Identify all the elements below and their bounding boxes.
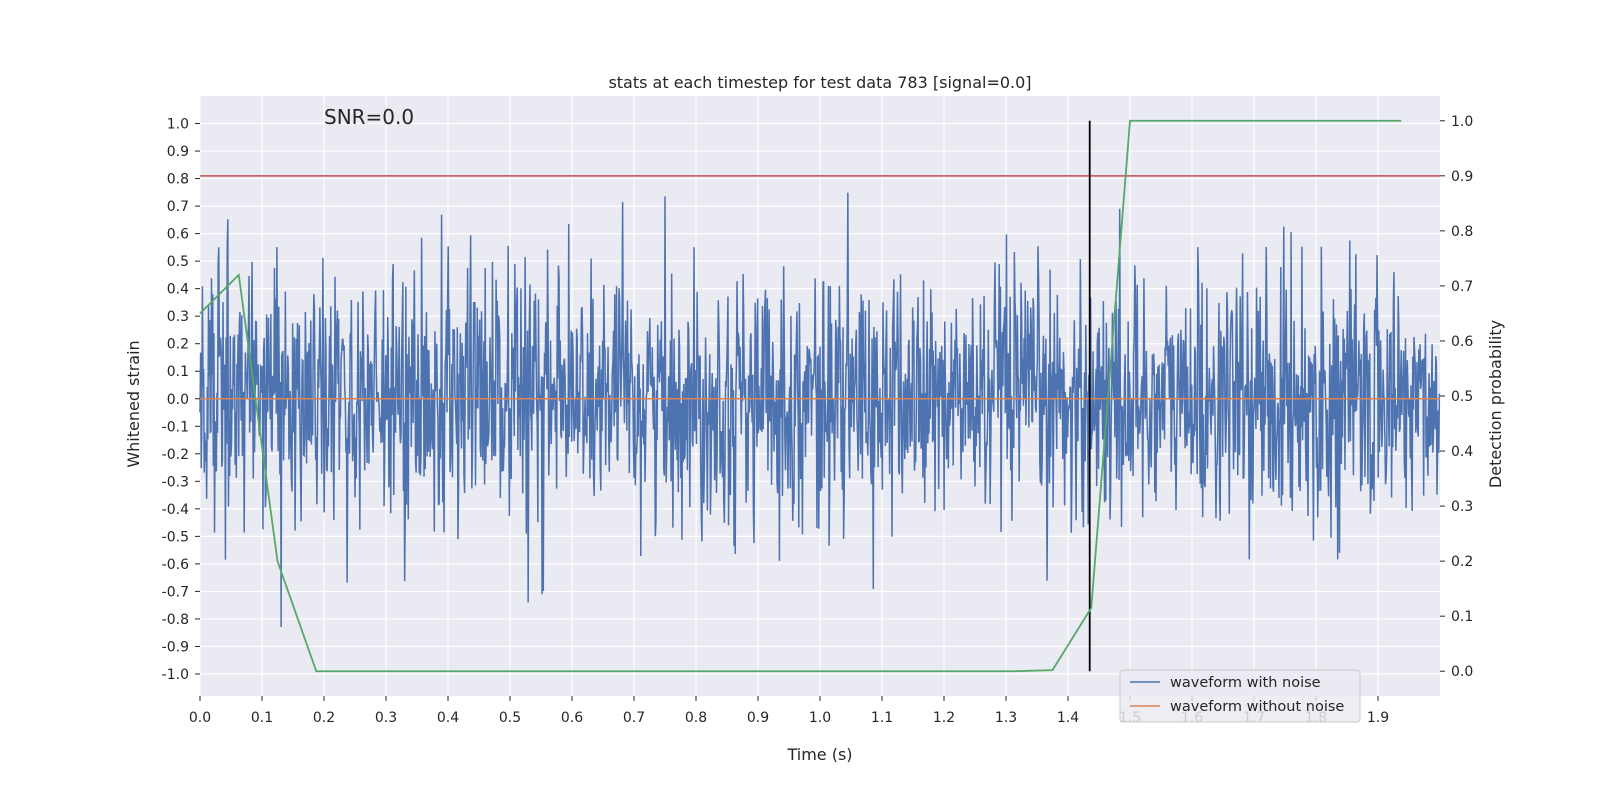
x-tick-label: 0.7 xyxy=(623,710,645,726)
x-tick-label: 0.6 xyxy=(561,710,583,726)
y-tick-label-right: 0.3 xyxy=(1451,499,1473,515)
y-tick-label-left: 0.8 xyxy=(167,172,189,188)
legend-label-noise: waveform with noise xyxy=(1170,675,1321,691)
x-tick-label: 0.4 xyxy=(437,710,459,726)
y-tick-label-left: 0.2 xyxy=(167,337,189,353)
x-tick-label: 1.0 xyxy=(809,710,831,726)
y-tick-label-right: 0.7 xyxy=(1451,279,1473,295)
y-tick-label-left: 0.9 xyxy=(167,144,189,160)
x-tick-label: 0.2 xyxy=(313,710,335,726)
y-tick-label-left: 0.6 xyxy=(167,227,189,243)
y-tick-label-right: 0.9 xyxy=(1451,169,1473,185)
y-tick-label-left: 1.0 xyxy=(167,117,189,133)
x-tick-label: 1.1 xyxy=(871,710,893,726)
y-axis-label-left: Whitened strain xyxy=(124,340,143,467)
y-tick-label-right: 0.1 xyxy=(1451,609,1473,625)
chart-title: stats at each timestep for test data 783… xyxy=(608,73,1031,92)
y-tick-label-left: -0.3 xyxy=(162,474,189,490)
x-tick-label: 1.4 xyxy=(1057,710,1079,726)
legend-box xyxy=(1119,669,1361,723)
y-tick-label-right: 1.0 xyxy=(1451,114,1473,130)
legend: waveform with noise waveform without noi… xyxy=(1119,669,1361,723)
y-tick-label-right: 0.0 xyxy=(1451,664,1473,680)
y-tick-label-right: 0.5 xyxy=(1451,389,1473,405)
overlay-lines xyxy=(199,119,1440,673)
y-tick-label-left: 0.3 xyxy=(167,309,189,325)
y-tick-label-left: -0.4 xyxy=(162,502,189,518)
y-tick-label-left: -0.2 xyxy=(162,447,189,463)
y-tick-label-left: 0.1 xyxy=(167,364,189,380)
x-tick-label: 1.3 xyxy=(995,710,1017,726)
legend-label-clean: waveform without noise xyxy=(1170,699,1344,715)
snr-annotation: SNR=0.0 xyxy=(324,105,414,129)
detection-probability-line xyxy=(199,119,1402,673)
y-tick-label-right: 0.4 xyxy=(1451,444,1473,460)
y-tick-label-left: -0.7 xyxy=(162,584,189,600)
axis-ticks: 0.0 0.1 0.2 0.3 0.4 0.5 0.6 0.7 0.8 0.9 1.0 1.1 1.2 1… xyxy=(162,114,1474,726)
y-tick-label-right: 0.2 xyxy=(1451,554,1473,570)
y-tick-label-left: -1.0 xyxy=(162,667,189,683)
noisy-waveform-line xyxy=(199,192,1441,627)
x-tick-label: 0.0 xyxy=(189,710,211,726)
y-tick-label-left: -0.1 xyxy=(162,419,189,435)
y-tick-label-left: 0.4 xyxy=(167,282,189,298)
y-tick-label-left: -0.9 xyxy=(162,639,189,655)
x-tick-label: 1.2 xyxy=(933,710,955,726)
x-tick-label: 0.9 xyxy=(747,710,769,726)
x-tick-label: 0.5 xyxy=(499,710,521,726)
x-axis-label: Time (s) xyxy=(786,745,852,764)
x-tick-label: 0.3 xyxy=(375,710,397,726)
x-tick-label: 0.8 xyxy=(685,710,707,726)
noisy-waveform-series xyxy=(199,192,1441,627)
y-tick-label-right: 0.8 xyxy=(1451,224,1473,240)
y-axis-label-right: Detection probability xyxy=(1486,320,1505,488)
x-tick-label: 0.1 xyxy=(251,710,273,726)
y-tick-label-left: 0.5 xyxy=(167,254,189,270)
y-tick-label-right: 0.6 xyxy=(1451,334,1473,350)
y-tick-label-left: 0.0 xyxy=(167,392,189,408)
y-tick-label-left: 0.7 xyxy=(167,199,189,215)
y-tick-label-left: -0.8 xyxy=(162,612,189,628)
x-tick-label: 1.9 xyxy=(1367,710,1389,726)
y-tick-label-left: -0.5 xyxy=(162,529,189,545)
y-tick-label-left: -0.6 xyxy=(162,557,189,573)
